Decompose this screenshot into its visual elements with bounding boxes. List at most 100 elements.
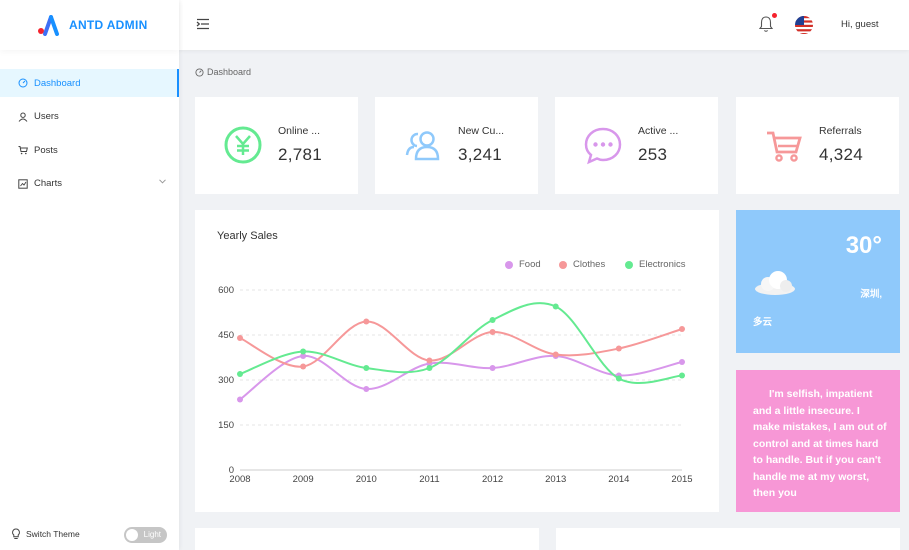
pay-circle-icon [224, 126, 262, 164]
stat-value: 253 [638, 145, 668, 164]
chevron-down-icon [159, 178, 166, 184]
legend-item-electronics[interactable]: Electronics [625, 259, 685, 270]
header: Hi, guest [179, 0, 909, 50]
message-icon [584, 127, 622, 165]
data-point-electronics [679, 372, 685, 379]
legend-item-food[interactable]: Food [505, 259, 541, 270]
data-point-clothes [300, 363, 307, 370]
stat-card-active: Active ... 253 [555, 97, 718, 194]
switch-theme-label: Switch Theme [26, 529, 80, 539]
sidebar-item-label: Posts [34, 144, 58, 156]
sidebar-item-users[interactable]: Users [0, 103, 179, 131]
chart-title: Yearly Sales [217, 230, 278, 242]
us-flag-icon[interactable] [795, 16, 813, 34]
x-tick-label: 2015 [671, 474, 692, 485]
y-tick-label: 300 [218, 375, 234, 386]
y-tick-label: 150 [218, 420, 234, 431]
legend-dot [625, 260, 633, 269]
sidebar-item-charts[interactable]: Charts [0, 170, 179, 198]
temperature: 30° [845, 232, 882, 259]
legend-label: Electronics [639, 259, 686, 270]
user-icon [17, 111, 28, 122]
weather-city: 深圳, [860, 289, 882, 300]
x-tick-label: 2013 [545, 474, 566, 485]
weather-condition: 多云 [753, 317, 773, 328]
data-point-electronics [615, 375, 622, 382]
sidebar-item-dashboard[interactable]: Dashboard [0, 69, 179, 97]
menu-fold-icon[interactable] [196, 17, 210, 31]
breadcrumb-label[interactable]: Dashboard [207, 67, 252, 77]
y-tick-label: 450 [218, 330, 234, 341]
x-tick-label: 2008 [229, 474, 250, 485]
notification-badge [772, 13, 777, 18]
shopping-cart-icon [17, 145, 28, 156]
data-point-electronics [237, 371, 243, 377]
x-tick-label: 2009 [293, 474, 314, 485]
data-point-clothes [615, 345, 622, 352]
data-point-electronics [426, 365, 433, 371]
sidebar-item-label: Users [34, 111, 59, 122]
dashboard-icon [195, 67, 204, 77]
logo[interactable]: ANTD ADMIN [0, 0, 179, 50]
stat-card-referrals: Referrals 4,324 [736, 97, 899, 194]
dashboard-icon [17, 78, 28, 89]
data-point-electronics [552, 303, 559, 310]
data-point-clothes [237, 335, 243, 341]
legend-label: Clothes [573, 259, 606, 270]
stat-card-new-customers: New Cu... 3,241 [375, 97, 538, 194]
y-tick-label: 600 [218, 285, 234, 296]
sidebar-menu: Dashboard Users Posts Charts [0, 69, 179, 198]
theme-toggle[interactable]: Light [124, 527, 167, 543]
x-tick-label: 2014 [608, 474, 629, 485]
yearly-sales-card: Yearly Sales Food Clothes Electronics 0 1… [195, 210, 719, 512]
legend-item-clothes[interactable]: Clothes [559, 259, 605, 270]
toggle-knob [126, 529, 138, 541]
sidebar: ANTD ADMIN Dashboard Users Posts Charts [0, 0, 179, 550]
bulb-icon [12, 528, 20, 539]
stat-title: New Cu... [458, 125, 505, 137]
stat-value: 3,241 [458, 145, 503, 164]
stat-title: Active ... [638, 125, 679, 137]
data-point-food [363, 386, 370, 392]
cloud-icon [755, 271, 795, 295]
stat-title: Referrals [819, 125, 862, 137]
bottom-card-right [556, 528, 900, 550]
sidebar-item-posts[interactable]: Posts [0, 136, 179, 164]
logo-text: ANTD ADMIN [69, 18, 148, 32]
series-line-electronics [239, 302, 683, 384]
data-point-clothes [552, 351, 559, 358]
x-tick-label: 2010 [356, 474, 377, 485]
data-point-electronics [363, 365, 370, 371]
data-point-clothes [363, 318, 370, 325]
bottom-card-left [195, 528, 539, 550]
legend-label: Food [519, 259, 541, 270]
legend-dot [559, 260, 567, 269]
sidebar-item-label: Dashboard [34, 77, 81, 89]
data-point-food [489, 365, 496, 371]
y-tick-label: 0 [229, 465, 234, 476]
chart-icon [17, 178, 28, 189]
data-point-electronics [489, 317, 496, 323]
shopping-cart-icon [767, 131, 802, 162]
stat-title: Online ... [278, 125, 321, 137]
data-point-clothes [679, 326, 685, 332]
stat-card-online: Online ... 2,781 [195, 97, 358, 194]
sidebar-footer: Switch Theme Light [0, 518, 179, 550]
weather-card: 30° 深圳, 多云 [736, 210, 900, 353]
data-point-clothes [489, 329, 496, 335]
team-icon [405, 131, 440, 161]
user-greeting[interactable]: Hi, guest [841, 19, 879, 30]
stat-value: 2,781 [278, 145, 323, 164]
breadcrumb: Dashboard [195, 67, 251, 77]
data-point-clothes [426, 357, 433, 364]
legend-dot [505, 260, 513, 269]
yearly-sales-chart: 0 150 300 450 600 2008 2009 2010 2011 2012 2013 201… [218, 285, 692, 485]
data-point-electronics [300, 348, 307, 355]
x-tick-label: 2011 [419, 474, 439, 485]
sidebar-item-label: Charts [34, 178, 62, 189]
stat-value: 4,324 [819, 145, 864, 164]
quote-text: I'm selfish, impatient and a little inse… [753, 388, 887, 499]
bell-icon[interactable] [758, 15, 774, 33]
quote-card: I'm selfish, impatient and a little inse… [736, 370, 900, 512]
logo-icon [38, 15, 59, 36]
